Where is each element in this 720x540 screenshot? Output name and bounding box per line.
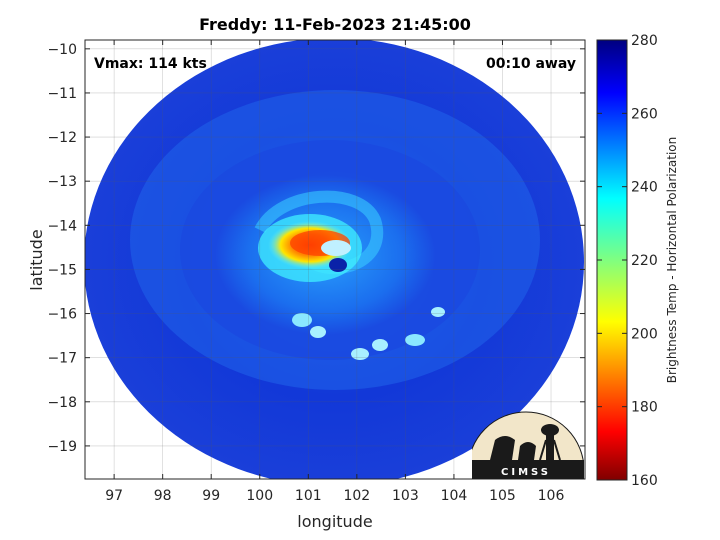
y-tick-label: −17 xyxy=(47,351,77,367)
y-tick-label: −10 xyxy=(47,42,77,58)
time-away-annotation: 00:10 away xyxy=(486,56,576,72)
y-tick-label: −16 xyxy=(47,307,77,323)
x-tick-label: 103 xyxy=(392,488,419,504)
x-tick-label: 98 xyxy=(154,488,172,504)
colorbar-tick-label: 200 xyxy=(631,326,658,342)
brightness-temp-image xyxy=(85,40,584,479)
x-axis-label: longitude xyxy=(297,512,372,531)
gridlines xyxy=(85,40,585,479)
x-tick-label: 105 xyxy=(489,488,516,504)
chart-title: Freddy: 11-Feb-2023 21:45:00 xyxy=(199,15,471,34)
y-tick-label: −18 xyxy=(47,395,77,411)
x-tick-label: 101 xyxy=(295,488,322,504)
y-tick-label: −13 xyxy=(47,174,77,190)
cimss-logo: CIMSS xyxy=(472,411,584,479)
colorbar-tick-label: 160 xyxy=(631,473,658,489)
x-tick-label: 104 xyxy=(441,488,468,504)
axes-box xyxy=(84,39,586,480)
colorbar-tick-label: 180 xyxy=(631,400,658,416)
y-axis-label: latitude xyxy=(27,229,46,290)
y-tick-label: −11 xyxy=(47,86,77,102)
x-axis: 97 98 99 100 101 102 103 104 105 106 xyxy=(105,40,564,504)
colorbar-ticks: 160 180 200 220 240 260 280 xyxy=(597,33,658,489)
cimss-logo-text: CIMSS xyxy=(501,467,551,478)
y-tick-label: −19 xyxy=(47,439,77,455)
x-tick-label: 106 xyxy=(538,488,565,504)
x-tick-label: 97 xyxy=(105,488,123,504)
colorbar-tick-label: 280 xyxy=(631,33,658,49)
x-tick-label: 102 xyxy=(343,488,370,504)
y-axis: −10 −11 −12 −13 −14 −15 −16 −17 −18 −19 xyxy=(47,42,585,455)
colorbar-label: Brightness Temp - Horizontal Polarizatio… xyxy=(665,137,679,384)
colorbar-tick-label: 220 xyxy=(631,253,658,269)
x-tick-label: 100 xyxy=(246,488,273,504)
y-tick-label: −14 xyxy=(47,218,77,234)
y-tick-label: −12 xyxy=(47,130,77,146)
colorbar-tick-label: 260 xyxy=(631,106,658,122)
y-tick-label: −15 xyxy=(47,262,77,278)
colorbar-tick-label: 240 xyxy=(631,180,658,196)
x-tick-label: 99 xyxy=(202,488,220,504)
vmax-annotation: Vmax: 114 kts xyxy=(94,56,207,72)
